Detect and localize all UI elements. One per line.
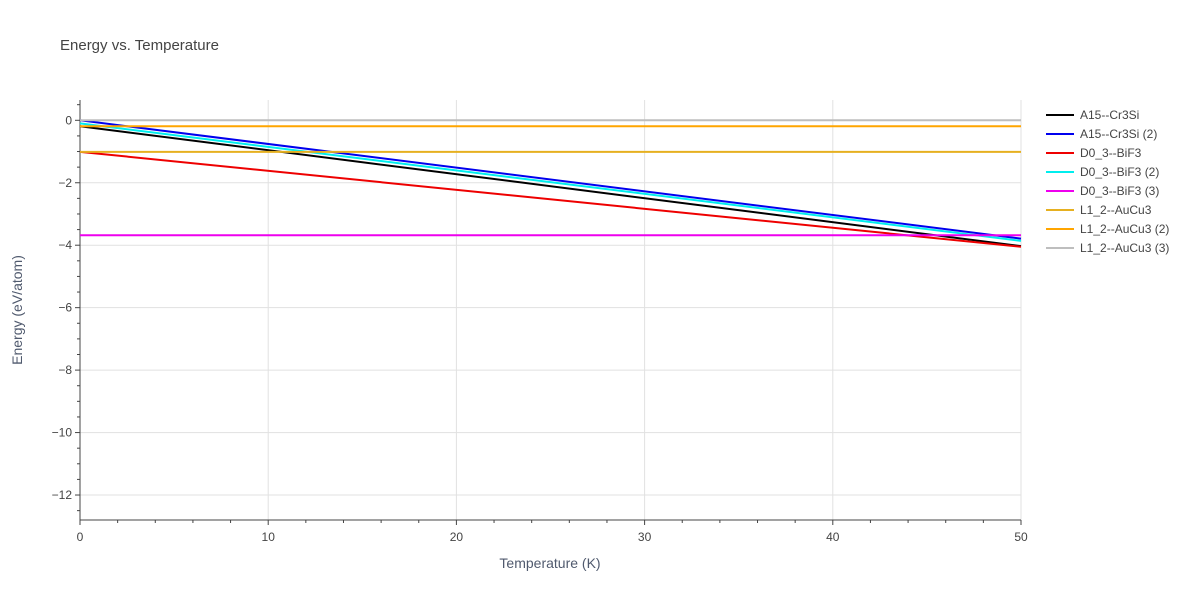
legend-label: A15--Cr3Si [1080,108,1139,122]
y-tick-label: −4 [58,238,72,252]
legend-label: D0_3--BiF3 (3) [1080,184,1159,198]
y-tick-label: −12 [52,488,73,502]
legend-item[interactable]: D0_3--BiF3 (2) [1046,165,1159,179]
y-tick-label: −8 [58,363,72,377]
legend-item[interactable]: A15--Cr3Si (2) [1046,127,1157,141]
legend-item[interactable]: D0_3--BiF3 [1046,146,1142,160]
axes [75,100,1022,525]
y-tick-label: −10 [52,426,73,440]
legend-item[interactable]: A15--Cr3Si [1046,108,1139,122]
y-tick-label: 0 [65,113,72,127]
x-tick-label: 20 [450,530,464,544]
y-tick-label: −2 [58,176,72,190]
series-line-4 [79,122,1022,242]
grid-lines [80,100,1022,520]
legend-label: L1_2--AuCu3 (3) [1080,241,1169,255]
y-tick-label: −6 [58,301,72,315]
x-tick-label: 0 [77,530,84,544]
y-axis-label: Energy (eV/atom) [9,255,25,365]
x-tick-label: 30 [638,530,652,544]
series-line-2 [79,119,1022,240]
legend-label: A15--Cr3Si (2) [1080,127,1157,141]
legend-label: D0_3--BiF3 [1080,146,1142,160]
legend-item[interactable]: D0_3--BiF3 (3) [1046,184,1159,198]
x-tick-label: 10 [262,530,276,544]
legend: A15--Cr3Si A15--Cr3Si (2) D0_3--BiF3 D0_3--… [1046,108,1169,255]
x-tick-label: 50 [1014,530,1028,544]
tick-labels: 0 10 20 30 40 50 0 −2 −4 −6 −8 −10 −12 [52,113,1028,544]
legend-label: L1_2--AuCu3 [1080,203,1152,217]
chart-title: Energy vs. Temperature [60,37,219,54]
x-tick-label: 40 [826,530,840,544]
legend-item[interactable]: L1_2--AuCu3 (2) [1046,222,1169,236]
series-line-3 [79,150,1022,248]
legend-label: D0_3--BiF3 (2) [1080,165,1159,179]
legend-label: L1_2--AuCu3 (2) [1080,222,1169,236]
x-axis-label: Temperature (K) [499,555,600,571]
legend-item[interactable]: L1_2--AuCu3 (3) [1046,241,1169,255]
series-lines [79,119,1022,248]
series-line-1 [79,125,1022,248]
legend-item[interactable]: L1_2--AuCu3 [1046,203,1152,217]
